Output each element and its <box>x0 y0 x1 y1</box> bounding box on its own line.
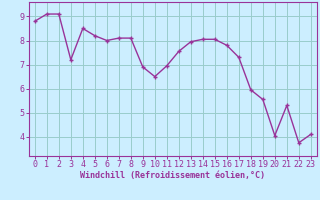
X-axis label: Windchill (Refroidissement éolien,°C): Windchill (Refroidissement éolien,°C) <box>80 171 265 180</box>
